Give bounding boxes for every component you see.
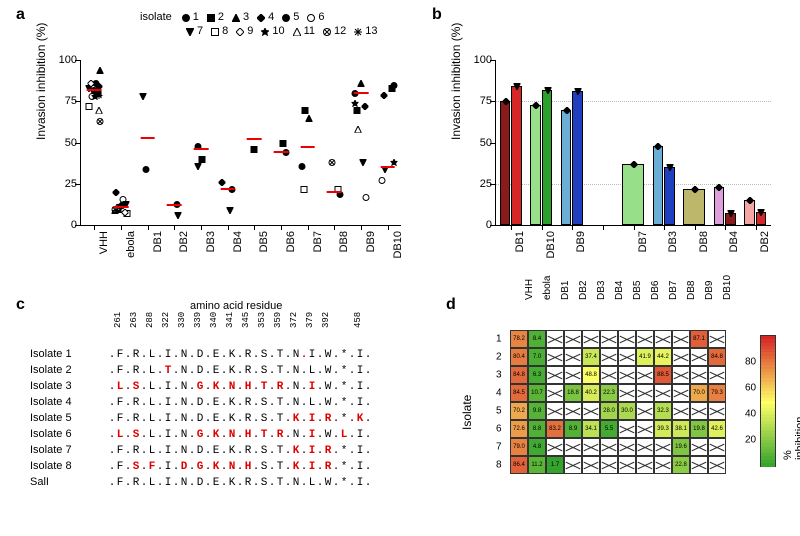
- panel-c-header: 2612632883223303393403413453533593723793…: [110, 314, 366, 326]
- panel-d-colorbar: 20406080: [760, 335, 776, 467]
- panel-b: Invasion inhibition (%) 0255075100DB1DB1…: [445, 10, 785, 280]
- panel-a-legend: isolate12345678910111213: [140, 10, 382, 38]
- panel-b-label: b: [432, 6, 442, 24]
- panel-c-label: c: [16, 296, 25, 314]
- panel-d-label: d: [446, 296, 456, 314]
- panel-a-label: a: [16, 6, 25, 24]
- panel-d-colorbar-title: % inhibition: [782, 417, 800, 460]
- panel-c-title: amino acid residue: [190, 300, 282, 312]
- panel-d-ylabel: Isolate: [460, 395, 474, 430]
- panel-a-chart: 0255075100VHHebolaDB1DB2DB3DB4DB5DB6DB7D…: [80, 60, 401, 226]
- panel-b-chart: 0255075100DB1DB10DB9DB7DB3DB8DB4DB2: [495, 60, 771, 226]
- panel-b-ylabel: Invasion inhibition (%): [449, 23, 463, 140]
- panel-a-ylabel: Invasion inhibition (%): [34, 23, 48, 140]
- panel-c: amino acid residue 261263288322330339340…: [30, 300, 430, 520]
- panel-a: isolate12345678910111213 Invasion inhibi…: [30, 10, 420, 280]
- panel-d: Isolate VHHebolaDB1DB2DB3DB4DB5DB6DB7DB8…: [460, 300, 790, 520]
